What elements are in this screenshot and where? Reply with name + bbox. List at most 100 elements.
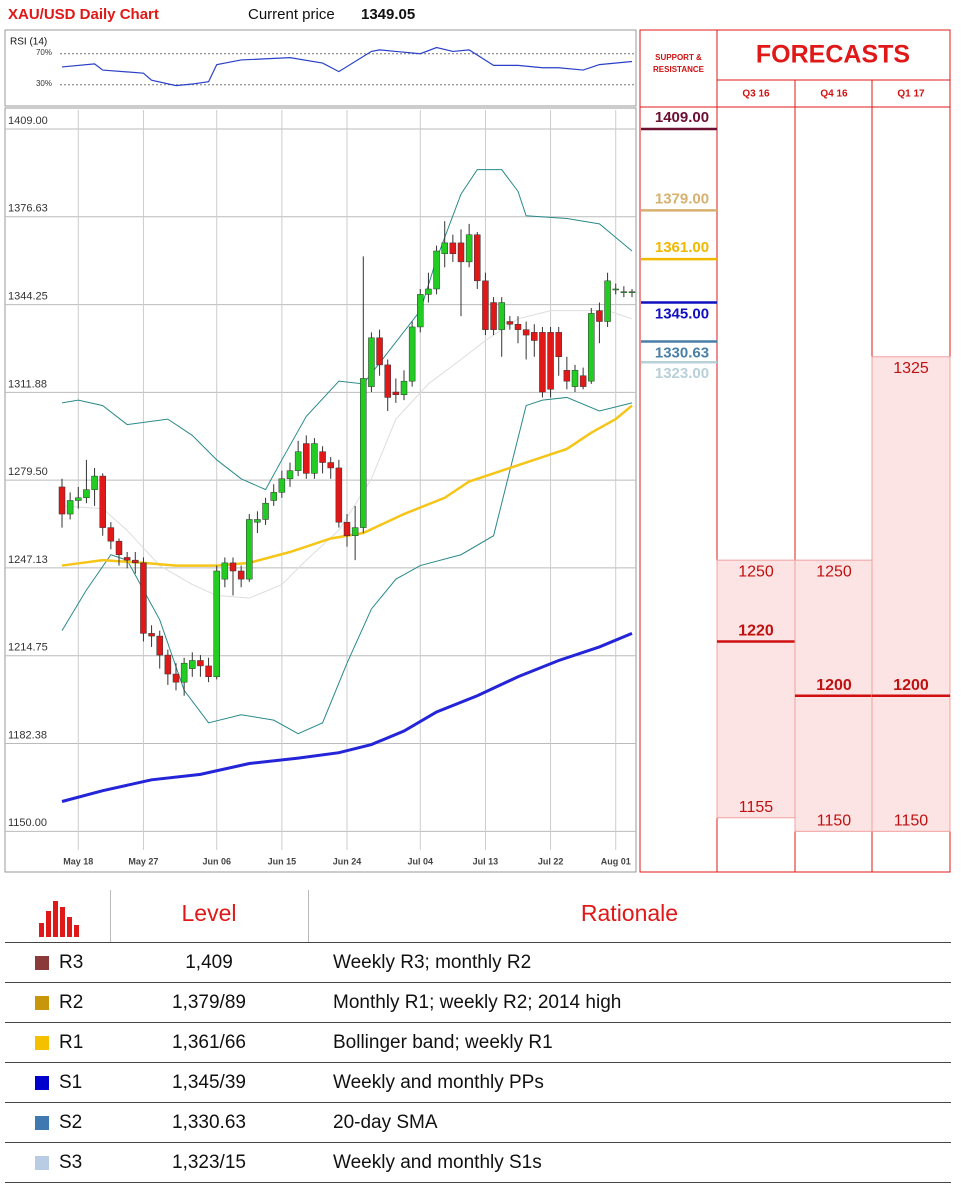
row-code: R2 <box>59 992 84 1013</box>
candle-body <box>311 443 318 474</box>
candle-body <box>156 635 163 656</box>
swatch <box>35 996 49 1010</box>
candle-body <box>604 280 611 322</box>
candle-body <box>514 323 522 330</box>
row-code: R1 <box>59 1032 84 1053</box>
swatch <box>35 1076 49 1090</box>
y-tick-label: 1409.00 <box>8 115 48 127</box>
col-sep <box>110 890 111 942</box>
candle-body <box>148 633 155 637</box>
price-label: Current price <box>248 6 335 23</box>
x-tick-label: Jul 13 <box>473 856 499 866</box>
forecast-range <box>871 356 951 832</box>
sr-title: SUPPORT & RESISTANCE <box>653 53 704 74</box>
x-tick-label: Aug 01 <box>601 856 631 866</box>
y-tick-label: 1376.63 <box>8 203 48 215</box>
indicator-line <box>61 310 633 599</box>
candle-body <box>270 492 277 501</box>
table-bottom <box>5 1182 951 1183</box>
candle-body <box>425 288 432 295</box>
table-row: S1 1,345/39 Weekly and monthly PPs <box>5 1062 951 1103</box>
candle-body <box>294 451 302 471</box>
candle-body <box>303 443 310 474</box>
swatch <box>35 1156 49 1170</box>
forecast-mid-label: 1200 <box>893 677 929 694</box>
candle-body <box>408 326 416 382</box>
chart-title: XAU/USD Daily Chart <box>8 6 159 23</box>
candle-body <box>351 527 359 536</box>
row-level: 1,409 <box>185 952 233 973</box>
y-tick-label: 1150.00 <box>8 817 47 829</box>
col-sep <box>308 890 309 942</box>
forecast-range <box>716 559 796 819</box>
forecast-low: 1150 <box>894 813 929 830</box>
candle-body <box>392 391 400 395</box>
candle-body <box>596 310 603 322</box>
forecast-low: 1155 <box>739 799 774 816</box>
row-rationale: Monthly R1; weekly R2; 2014 high <box>333 992 622 1013</box>
candle-body <box>83 489 90 499</box>
candle-body <box>531 332 538 341</box>
candle-body <box>123 557 131 561</box>
sr-label: 1345.00 <box>655 306 709 323</box>
swatch <box>35 1036 49 1050</box>
indicator-line <box>61 404 633 567</box>
candle-body <box>189 660 196 669</box>
candle-body <box>457 242 465 263</box>
candle-body <box>327 462 334 469</box>
row-level: 1,345/39 <box>172 1072 246 1093</box>
candle-body <box>482 280 489 330</box>
candle-body <box>75 497 82 501</box>
y-tick-label: 1344.25 <box>8 290 48 302</box>
price-value: 1349.05 <box>361 6 415 23</box>
x-tick-label: Jun 06 <box>202 856 231 866</box>
forecast-mid-label: 1200 <box>816 677 852 694</box>
candle-body <box>498 302 505 330</box>
candle-body <box>563 370 571 382</box>
candle-body <box>628 291 636 293</box>
candle-body <box>400 380 408 395</box>
candle-body <box>571 370 579 387</box>
candle-body <box>262 502 269 520</box>
main-frame <box>4 107 637 873</box>
candle-body <box>579 375 587 387</box>
candle-body <box>384 364 391 398</box>
quarter-label: Q1 17 <box>897 89 925 100</box>
y-tick-label: 1247.13 <box>8 554 48 566</box>
row-level: 1,379/89 <box>172 992 246 1013</box>
candle-body <box>278 478 286 493</box>
candle-body <box>335 467 343 523</box>
candle-body <box>441 242 448 254</box>
row-rationale: Bollinger band; weekly R1 <box>333 1032 553 1053</box>
quarter-label: Q3 16 <box>742 89 770 100</box>
candle-body <box>91 475 98 490</box>
forecast-title: FORECASTS <box>756 41 910 69</box>
candle-body <box>99 475 106 528</box>
rsi-title: RSI (14) <box>10 37 47 48</box>
table-row: R2 1,379/89 Monthly R1; weekly R2; 2014 hi… <box>5 982 951 1023</box>
sr-label: 1330.63 <box>655 344 709 361</box>
row-code: S1 <box>59 1072 83 1093</box>
candle-body <box>360 378 367 528</box>
candle-body <box>132 559 139 564</box>
row-rationale: Weekly and monthly PPs <box>333 1072 544 1093</box>
candle-body <box>612 288 619 291</box>
indicator-line <box>61 631 633 803</box>
candle-body <box>490 302 497 330</box>
rsi-frame <box>4 29 637 107</box>
row-code: R3 <box>59 952 84 973</box>
candle-body <box>172 673 180 683</box>
candle-body <box>506 321 514 325</box>
indicator-line <box>61 169 633 491</box>
forecast-low: 1150 <box>817 813 852 830</box>
candle-body <box>547 332 554 390</box>
row-level: 1,361/66 <box>172 1032 246 1053</box>
candle-body <box>474 234 481 282</box>
candle-body <box>246 519 253 580</box>
candle-body <box>368 337 375 387</box>
candle-body <box>164 654 172 675</box>
x-tick-label: Jun 24 <box>333 856 362 866</box>
row-rationale: Weekly and monthly S1s <box>333 1152 542 1173</box>
candle-body <box>180 662 188 683</box>
